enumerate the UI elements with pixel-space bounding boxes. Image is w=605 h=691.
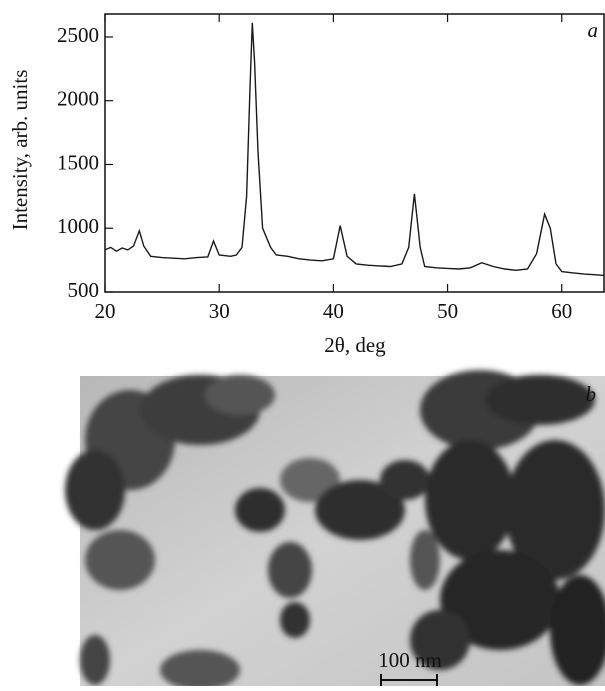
y-tick-label: 500 [68,278,100,302]
x-tick-label: 20 [95,299,116,323]
panel-label: b [586,382,597,406]
plot-frame [104,13,605,293]
y-tick-label: 1000 [57,214,99,238]
particles [65,370,605,690]
x-tick-label: 30 [209,299,230,323]
x-tick-label: 60 [551,299,572,323]
tem-image: b 100 nm [65,370,605,690]
x-axis-label: 2θ, deg [324,333,386,357]
scale-bar-label: 100 nm [378,648,442,672]
xrd-line [104,22,605,277]
x-tick-label: 50 [437,299,458,323]
y-tick-label: 2000 [57,87,99,111]
x-tick-label: 40 [323,299,344,323]
y-axis-label: Intensity, arb. units [8,70,32,231]
y-tick-label: 2500 [57,23,99,47]
panel-label: a [588,18,599,42]
y-tick-label: 1500 [57,150,99,174]
